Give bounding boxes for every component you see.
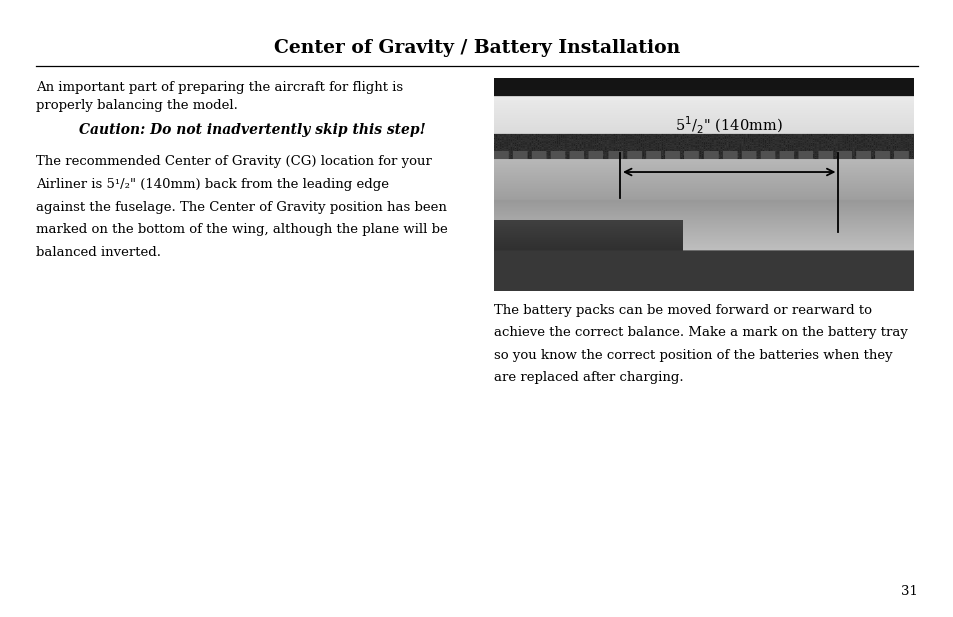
- Text: The battery packs can be moved forward or rearward to: The battery packs can be moved forward o…: [494, 304, 871, 317]
- Text: An important part of preparing the aircraft for flight is
properly balancing the: An important part of preparing the aircr…: [36, 81, 403, 112]
- Text: Airliner is 5¹/₂" (140mm) back from the leading edge: Airliner is 5¹/₂" (140mm) back from the …: [36, 178, 389, 191]
- Text: so you know the correct position of the batteries when they: so you know the correct position of the …: [494, 349, 892, 362]
- Text: The recommended Center of Gravity (CG) location for your: The recommended Center of Gravity (CG) l…: [36, 155, 432, 168]
- Text: against the fuselage. The Center of Gravity position has been: against the fuselage. The Center of Grav…: [36, 201, 447, 213]
- Text: balanced inverted.: balanced inverted.: [36, 246, 161, 259]
- Text: Caution: Do not inadvertently skip this step!: Caution: Do not inadvertently skip this …: [79, 123, 425, 138]
- Text: 5$^1$/$_2$" (140mm): 5$^1$/$_2$" (140mm): [675, 115, 782, 136]
- Text: marked on the bottom of the wing, although the plane will be: marked on the bottom of the wing, althou…: [36, 223, 448, 236]
- Text: achieve the correct balance. Make a mark on the battery tray: achieve the correct balance. Make a mark…: [494, 326, 907, 339]
- Text: Center of Gravity / Battery Installation: Center of Gravity / Battery Installation: [274, 38, 679, 57]
- Text: 31: 31: [900, 586, 917, 598]
- Text: are replaced after charging.: are replaced after charging.: [494, 371, 683, 384]
